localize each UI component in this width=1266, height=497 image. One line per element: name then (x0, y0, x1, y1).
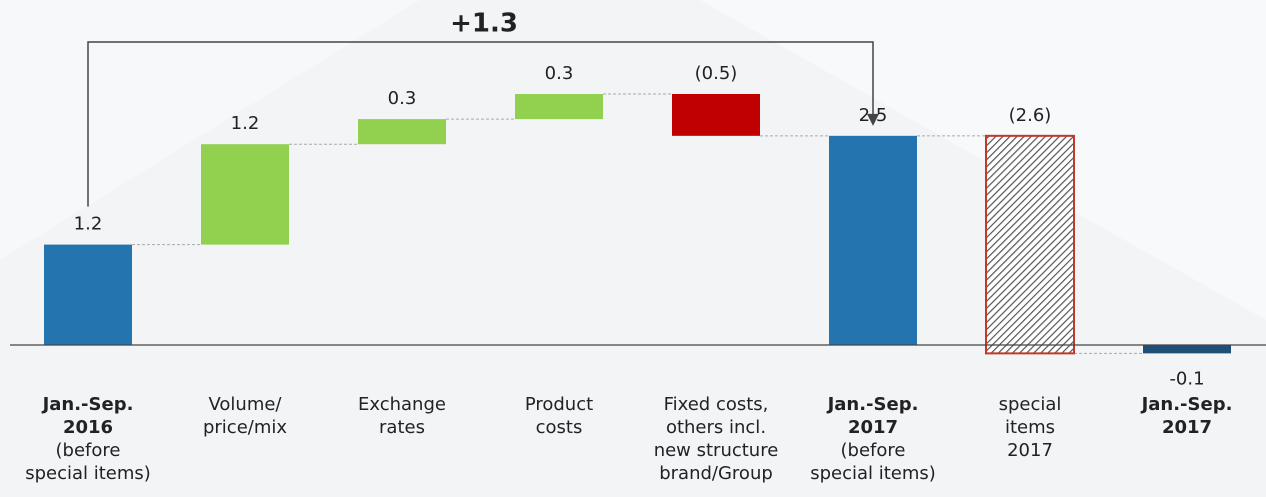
category-label: 2016 (63, 417, 113, 438)
bracket-arrow (87, 41, 874, 207)
category-label: Exchange (358, 394, 446, 415)
category-label: (before (841, 440, 906, 461)
category-label: Volume/ (208, 394, 282, 415)
category-label: Fixed costs, (664, 394, 769, 415)
category-label: Jan.-Sep. (826, 394, 919, 415)
arrow-head (867, 113, 879, 126)
category-label: 2017 (848, 417, 898, 438)
value-label: (0.5) (695, 63, 738, 84)
category-label: others incl. (666, 417, 766, 438)
value-label: 1.2 (74, 214, 103, 235)
value-label: 0.3 (388, 88, 417, 109)
category-label: special items) (810, 463, 936, 484)
bar (44, 244, 132, 345)
category-label: Product (525, 394, 593, 415)
bar (829, 135, 917, 345)
bar (985, 134, 1075, 355)
category-label: (before (56, 440, 121, 461)
category-label: special (999, 394, 1062, 415)
category-label: price/mix (203, 417, 287, 438)
category-label: Jan.-Sep. (41, 394, 134, 415)
bar (358, 119, 446, 145)
category-label: 2017 (1162, 417, 1212, 438)
background-shape (0, 0, 420, 260)
category-label: brand/Group (659, 463, 773, 484)
category-label: special items) (25, 463, 151, 484)
bar (201, 144, 289, 245)
category-label: rates (379, 417, 425, 438)
category-label: new structure (654, 440, 779, 461)
background-shape (700, 0, 1266, 320)
bar (515, 94, 603, 120)
value-label: 1.2 (231, 113, 260, 134)
annotation: +1.3 (450, 9, 518, 39)
bar (672, 94, 760, 136)
value-label: (2.6) (1009, 105, 1052, 126)
value-label: 0.3 (545, 63, 574, 84)
bar (1143, 345, 1231, 354)
category-label: costs (536, 417, 583, 438)
category-label: items (1005, 417, 1055, 438)
value-label: -0.1 (1169, 368, 1204, 389)
category-label: 2017 (1007, 440, 1053, 461)
category-label: Jan.-Sep. (1140, 394, 1233, 415)
